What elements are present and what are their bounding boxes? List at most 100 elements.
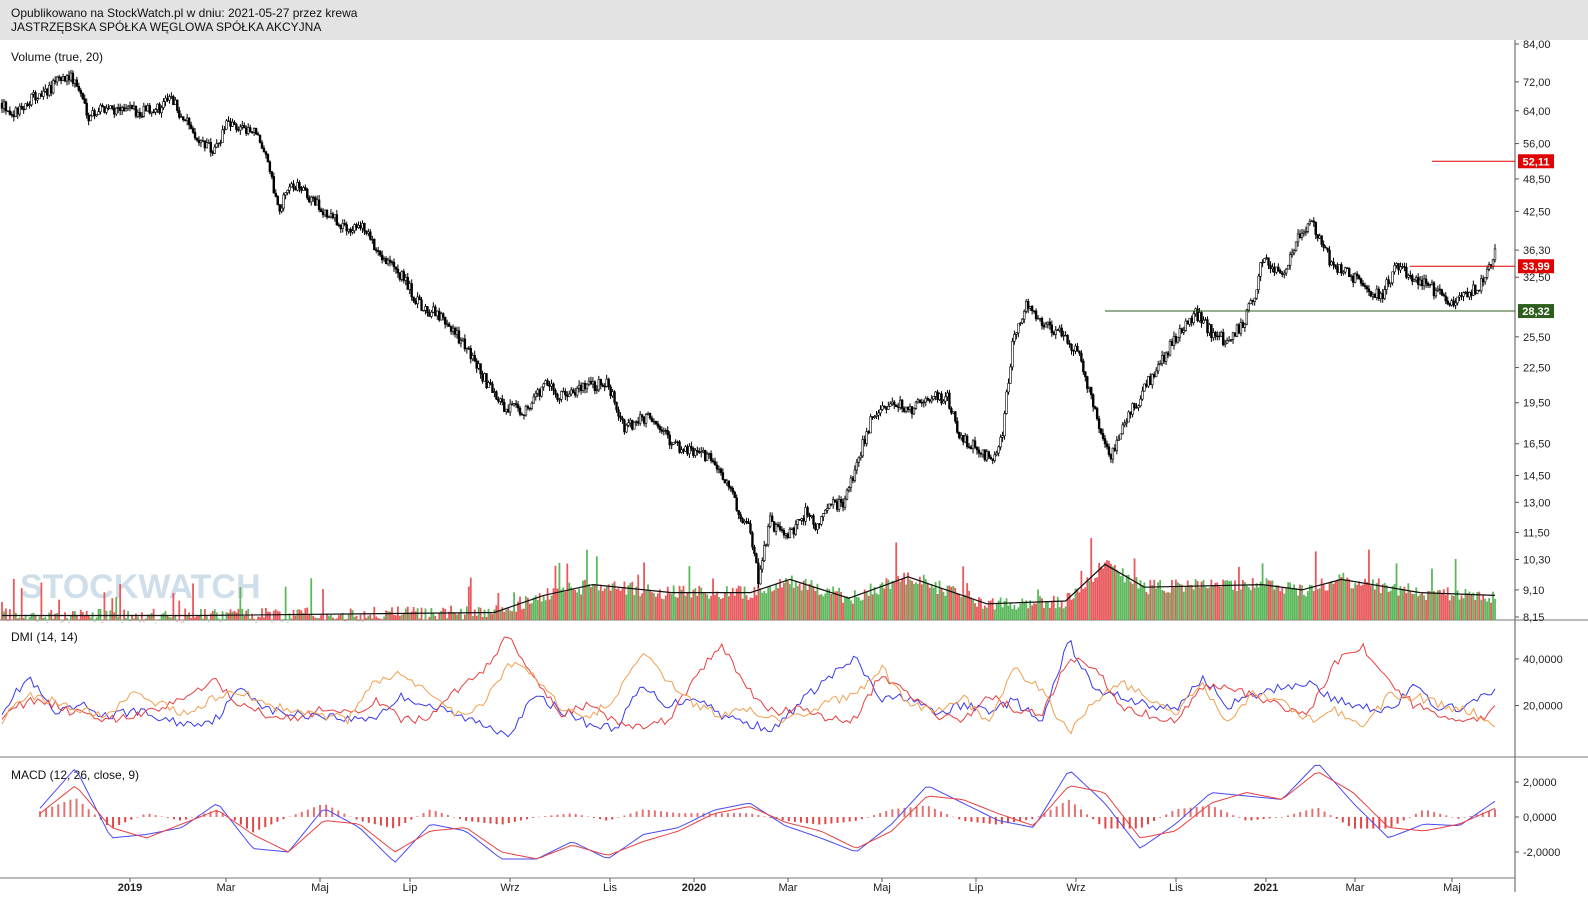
candle — [310, 195, 313, 206]
volume-bar — [1013, 604, 1016, 620]
volume-bar — [215, 612, 218, 620]
macd-histogram-bar — [1457, 817, 1460, 819]
candle — [412, 296, 415, 303]
volume-bar — [1106, 560, 1108, 620]
candle — [619, 412, 622, 423]
candle — [597, 375, 601, 393]
volume-bar — [1409, 591, 1412, 620]
volume-bar — [578, 588, 581, 620]
candle — [243, 122, 246, 129]
candle — [1416, 273, 1420, 290]
macd-histogram-bar — [1067, 799, 1070, 817]
volume-bar — [1436, 590, 1439, 620]
candle — [2, 99, 6, 113]
volume-bar — [1364, 578, 1366, 620]
volume-bar — [1265, 578, 1268, 620]
volume-bar — [1480, 599, 1483, 620]
volume-bar — [5, 608, 7, 620]
volume-bar — [1318, 588, 1321, 620]
macd-histogram-bar — [617, 817, 620, 818]
volume-bar — [1238, 566, 1240, 620]
volume-bar — [1222, 579, 1225, 620]
volume-bar — [964, 594, 967, 620]
candle — [369, 229, 372, 241]
volume-bar — [1464, 589, 1467, 620]
candle — [993, 451, 996, 463]
volume-bar — [1243, 582, 1246, 620]
candle — [1361, 280, 1365, 287]
candle — [1468, 291, 1471, 301]
volume-bar — [1194, 579, 1197, 620]
candle — [1097, 415, 1101, 434]
volume-bar — [1141, 585, 1144, 620]
candle — [77, 82, 81, 92]
candle — [534, 390, 537, 401]
candle — [944, 392, 947, 405]
candle — [302, 185, 305, 191]
volume-bar — [460, 608, 462, 620]
macd-histogram-bar — [879, 813, 882, 817]
macd-histogram-bar — [1305, 810, 1308, 817]
candle — [1103, 435, 1107, 448]
candle — [648, 412, 652, 420]
candle — [621, 415, 624, 424]
volume-bar — [152, 608, 155, 620]
candle — [599, 378, 602, 390]
volume-bar — [345, 618, 348, 620]
candle — [351, 226, 354, 235]
volume-bar — [1104, 562, 1106, 620]
volume-bar — [121, 622, 124, 623]
macd-histogram-bar — [799, 817, 802, 823]
volume-bar — [424, 608, 427, 620]
volume-bar — [909, 579, 911, 620]
price-tick-label: 36,30 — [1523, 245, 1551, 257]
candle — [221, 125, 224, 143]
volume-bar — [1381, 584, 1384, 620]
volume-bar — [1234, 580, 1236, 620]
volume-bar — [938, 580, 941, 620]
candle — [239, 123, 242, 135]
candle — [28, 101, 31, 109]
candle — [1428, 283, 1432, 289]
volume-bar — [1247, 587, 1250, 620]
candle — [1346, 267, 1349, 270]
candle — [1493, 244, 1497, 263]
volume-bar — [1259, 581, 1262, 620]
volume-bar — [1316, 589, 1319, 620]
candle — [343, 219, 346, 227]
volume-bar — [887, 579, 890, 620]
candle — [1147, 375, 1150, 389]
volume-bar — [276, 611, 279, 620]
volume-bar — [893, 582, 896, 620]
candle — [522, 414, 526, 420]
macd-histogram-bar — [471, 817, 474, 822]
macd-histogram-bar — [854, 817, 857, 821]
volume-bar — [875, 593, 878, 620]
volume-bar — [680, 589, 683, 620]
candle — [1245, 308, 1249, 326]
volume-bar — [213, 609, 216, 620]
volume-bar — [282, 619, 285, 620]
volume-bar — [288, 613, 291, 620]
company-name: JASTRZĘBSKA SPÓŁKA WĘGLOWA SPÓŁKA AKCYJN… — [11, 20, 322, 34]
candle — [487, 380, 490, 388]
candle — [556, 392, 559, 402]
macd-histogram-bar — [1414, 813, 1417, 817]
macd-histogram-bar — [1153, 817, 1156, 821]
volume-bar — [765, 593, 768, 620]
volume-bar — [430, 607, 433, 620]
candle — [715, 461, 719, 473]
volume-bar — [1468, 591, 1471, 620]
candle — [932, 395, 935, 401]
candle — [885, 406, 888, 414]
candle — [1021, 318, 1024, 325]
volume-bar — [1058, 607, 1061, 620]
volume-bar — [125, 618, 127, 620]
volume-bar — [1295, 588, 1297, 620]
volume-bar — [536, 600, 539, 620]
volume-bar — [379, 618, 382, 620]
macd-histogram-bar — [483, 817, 486, 823]
candle — [1137, 404, 1140, 412]
volume-bar — [137, 616, 139, 620]
macd-histogram-bar — [933, 808, 936, 817]
